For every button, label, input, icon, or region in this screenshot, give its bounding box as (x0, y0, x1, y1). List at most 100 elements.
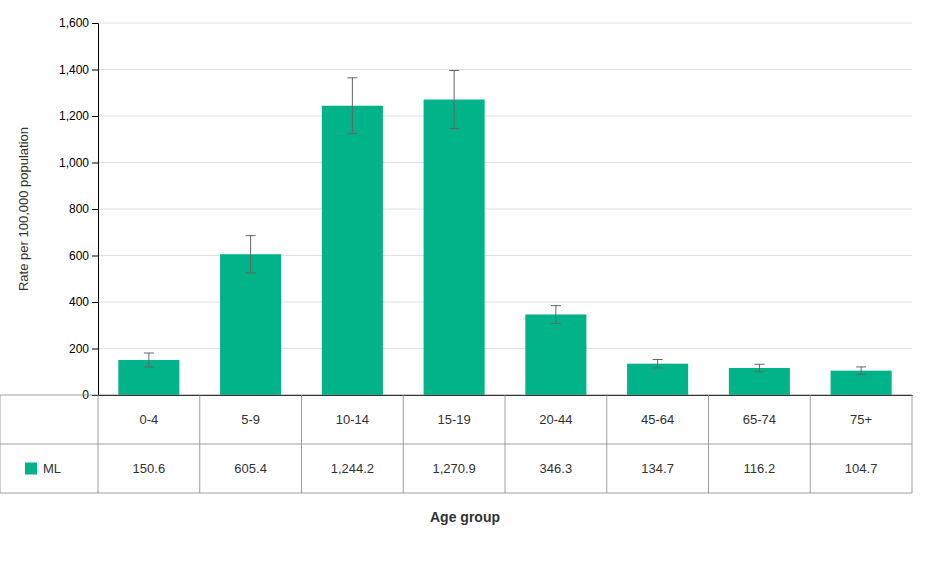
y-tick: 1,400 (59, 63, 98, 77)
y-tick-label: 1,200 (59, 109, 89, 123)
table: 0-4 5-9 10-14 15-19 20-44 45-64 65-74 75+ 150.6 6… (0, 395, 912, 493)
table-category: 65-74 (743, 412, 776, 427)
error-stem (454, 70, 455, 128)
error-cap-high (144, 353, 154, 354)
y-tick-label: 400 (69, 295, 89, 309)
y-tick: 1,200 (59, 109, 98, 123)
table-rule (0, 493, 912, 494)
error-stem (148, 353, 149, 367)
table-value: 104.7 (845, 461, 878, 476)
grid-line (98, 69, 912, 70)
table-rule (0, 395, 912, 396)
y-tick-label: 1,600 (59, 16, 89, 30)
bar (525, 314, 586, 395)
table-value: 116.2 (744, 461, 776, 476)
table-category: 20-44 (539, 412, 572, 427)
table-rule (0, 395, 1, 493)
bar (220, 254, 281, 395)
error-cap-high (551, 305, 561, 306)
bar (424, 100, 485, 395)
error-cap-high (856, 366, 866, 367)
y-tick-mark (92, 256, 98, 257)
error-bar (653, 359, 663, 367)
table-category: 10-14 (336, 412, 369, 427)
error-bar (551, 306, 561, 324)
error-cap-low (347, 133, 357, 134)
error-cap-high (347, 77, 357, 78)
table-rule (199, 395, 200, 493)
table-category: 0-4 (139, 412, 158, 427)
grid-line (98, 116, 912, 117)
table-rule (810, 395, 811, 493)
error-cap-high (246, 235, 256, 236)
error-stem (250, 236, 251, 273)
grid-line (98, 23, 912, 24)
y-tick-label: 200 (69, 342, 89, 356)
y-axis-line (92, 24, 99, 396)
bar (322, 106, 383, 395)
table-category: 15-19 (438, 412, 471, 427)
error-cap-high (653, 359, 663, 360)
y-tick-mark (92, 209, 98, 210)
error-cap-low (551, 323, 561, 324)
x-axis-title: Age group (430, 509, 500, 525)
bar (627, 364, 688, 395)
y-tick: 1,600 (59, 16, 98, 30)
y-tick-mark (92, 163, 98, 164)
error-stem (555, 306, 556, 324)
error-stem (657, 359, 658, 367)
table-rule (505, 395, 506, 493)
y-tick: 800 (69, 202, 98, 216)
table-rule (301, 395, 302, 493)
table-value: 1,270.9 (432, 461, 475, 476)
y-tick-label: 600 (69, 249, 89, 263)
table-rule (0, 444, 912, 445)
table-value: 1,244.2 (331, 461, 374, 476)
y-tick-mark (92, 70, 98, 71)
table-value: 150.6 (133, 461, 166, 476)
y-tick-label: 1,000 (59, 156, 89, 170)
error-cap-low (144, 366, 154, 367)
y-tick: 600 (69, 249, 98, 263)
error-cap-low (449, 128, 459, 129)
table-rule (708, 395, 709, 493)
error-stem (352, 78, 353, 134)
table-rule (912, 395, 913, 493)
y-tick: 400 (69, 295, 98, 309)
error-cap-high (449, 70, 459, 71)
error-stem (759, 364, 760, 371)
table-value: 605.4 (234, 461, 267, 476)
error-cap-low (754, 371, 764, 372)
error-stem (861, 367, 862, 374)
error-cap-low (246, 272, 256, 273)
y-tick: 1,000 (59, 156, 98, 170)
chart: 02004006008001,0001,2001,4001,600Rate pe… (0, 0, 930, 581)
table-category: 75+ (850, 412, 872, 427)
error-bar (856, 367, 866, 374)
legend-swatch (25, 463, 37, 475)
y-tick-mark (92, 302, 98, 303)
bar (831, 371, 892, 395)
table-value: 346.3 (540, 461, 573, 476)
marks (118, 70, 891, 395)
table-category: 45-64 (641, 412, 674, 427)
error-bar (449, 70, 459, 128)
error-cap-high (754, 364, 764, 365)
table-value: 134.7 (641, 461, 674, 476)
grid (98, 23, 912, 395)
error-cap-low (653, 367, 663, 368)
y-tick: 200 (69, 342, 98, 356)
table-category: 5-9 (241, 412, 260, 427)
table-rule (606, 395, 607, 493)
legend-label: ML (43, 461, 61, 476)
y-axis: 02004006008001,0001,2001,4001,600 (59, 16, 99, 402)
grid-line (98, 162, 912, 163)
y-tick-label: 1,400 (59, 63, 89, 77)
error-bar (754, 364, 764, 371)
table-rule (403, 395, 404, 493)
y-tick-mark (92, 23, 98, 24)
bar (729, 368, 790, 395)
error-bar (246, 236, 256, 273)
y-tick-mark (92, 349, 98, 350)
error-bar (144, 353, 154, 367)
